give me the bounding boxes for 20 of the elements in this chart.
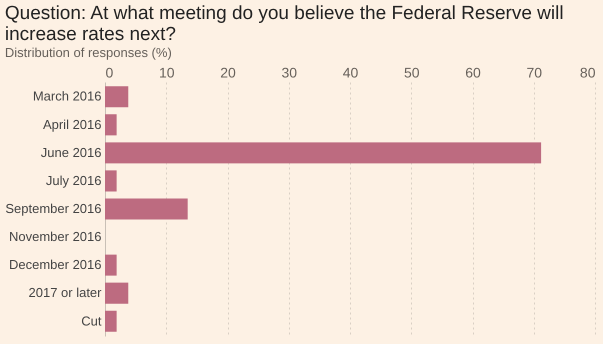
y-tick-label: June 2016: [40, 144, 102, 160]
x-tick-label: 0: [106, 64, 114, 80]
x-tick-label: 70: [526, 64, 542, 80]
y-tick-label: Cut: [81, 313, 102, 328]
y-tick-label: July 2016: [46, 172, 102, 188]
x-tick-label: 30: [281, 64, 298, 80]
x-tick-label: 20: [220, 64, 236, 80]
y-tick-label: November 2016: [9, 229, 102, 244]
x-tick-label: 80: [580, 64, 596, 80]
chart-subtitle: Distribution of responses (%): [4, 45, 172, 60]
x-tick-label: 40: [342, 64, 358, 80]
y-tick-label: April 2016: [42, 116, 102, 132]
x-tick-label: 60: [465, 64, 481, 80]
x-tick-label: 50: [404, 64, 420, 80]
y-tick-label: March 2016: [32, 88, 102, 104]
y-tick-label: December 2016: [9, 257, 102, 272]
chart-title: Question: At what meeting do you believe the Federal Reserve will increase rates next?: [4, 3, 564, 45]
y-tick-label: September 2016: [5, 201, 102, 216]
y-tick-label: 2017 or later: [28, 285, 102, 300]
x-tick-label: 10: [158, 64, 175, 80]
